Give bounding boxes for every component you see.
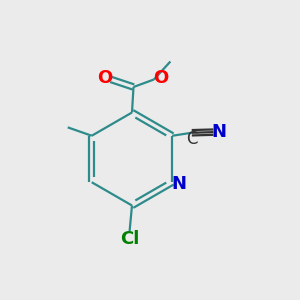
Text: Cl: Cl <box>120 230 139 248</box>
Text: N: N <box>212 123 227 141</box>
Text: N: N <box>171 175 186 193</box>
Text: O: O <box>97 69 112 87</box>
Text: O: O <box>153 69 168 87</box>
Text: C: C <box>186 130 197 148</box>
